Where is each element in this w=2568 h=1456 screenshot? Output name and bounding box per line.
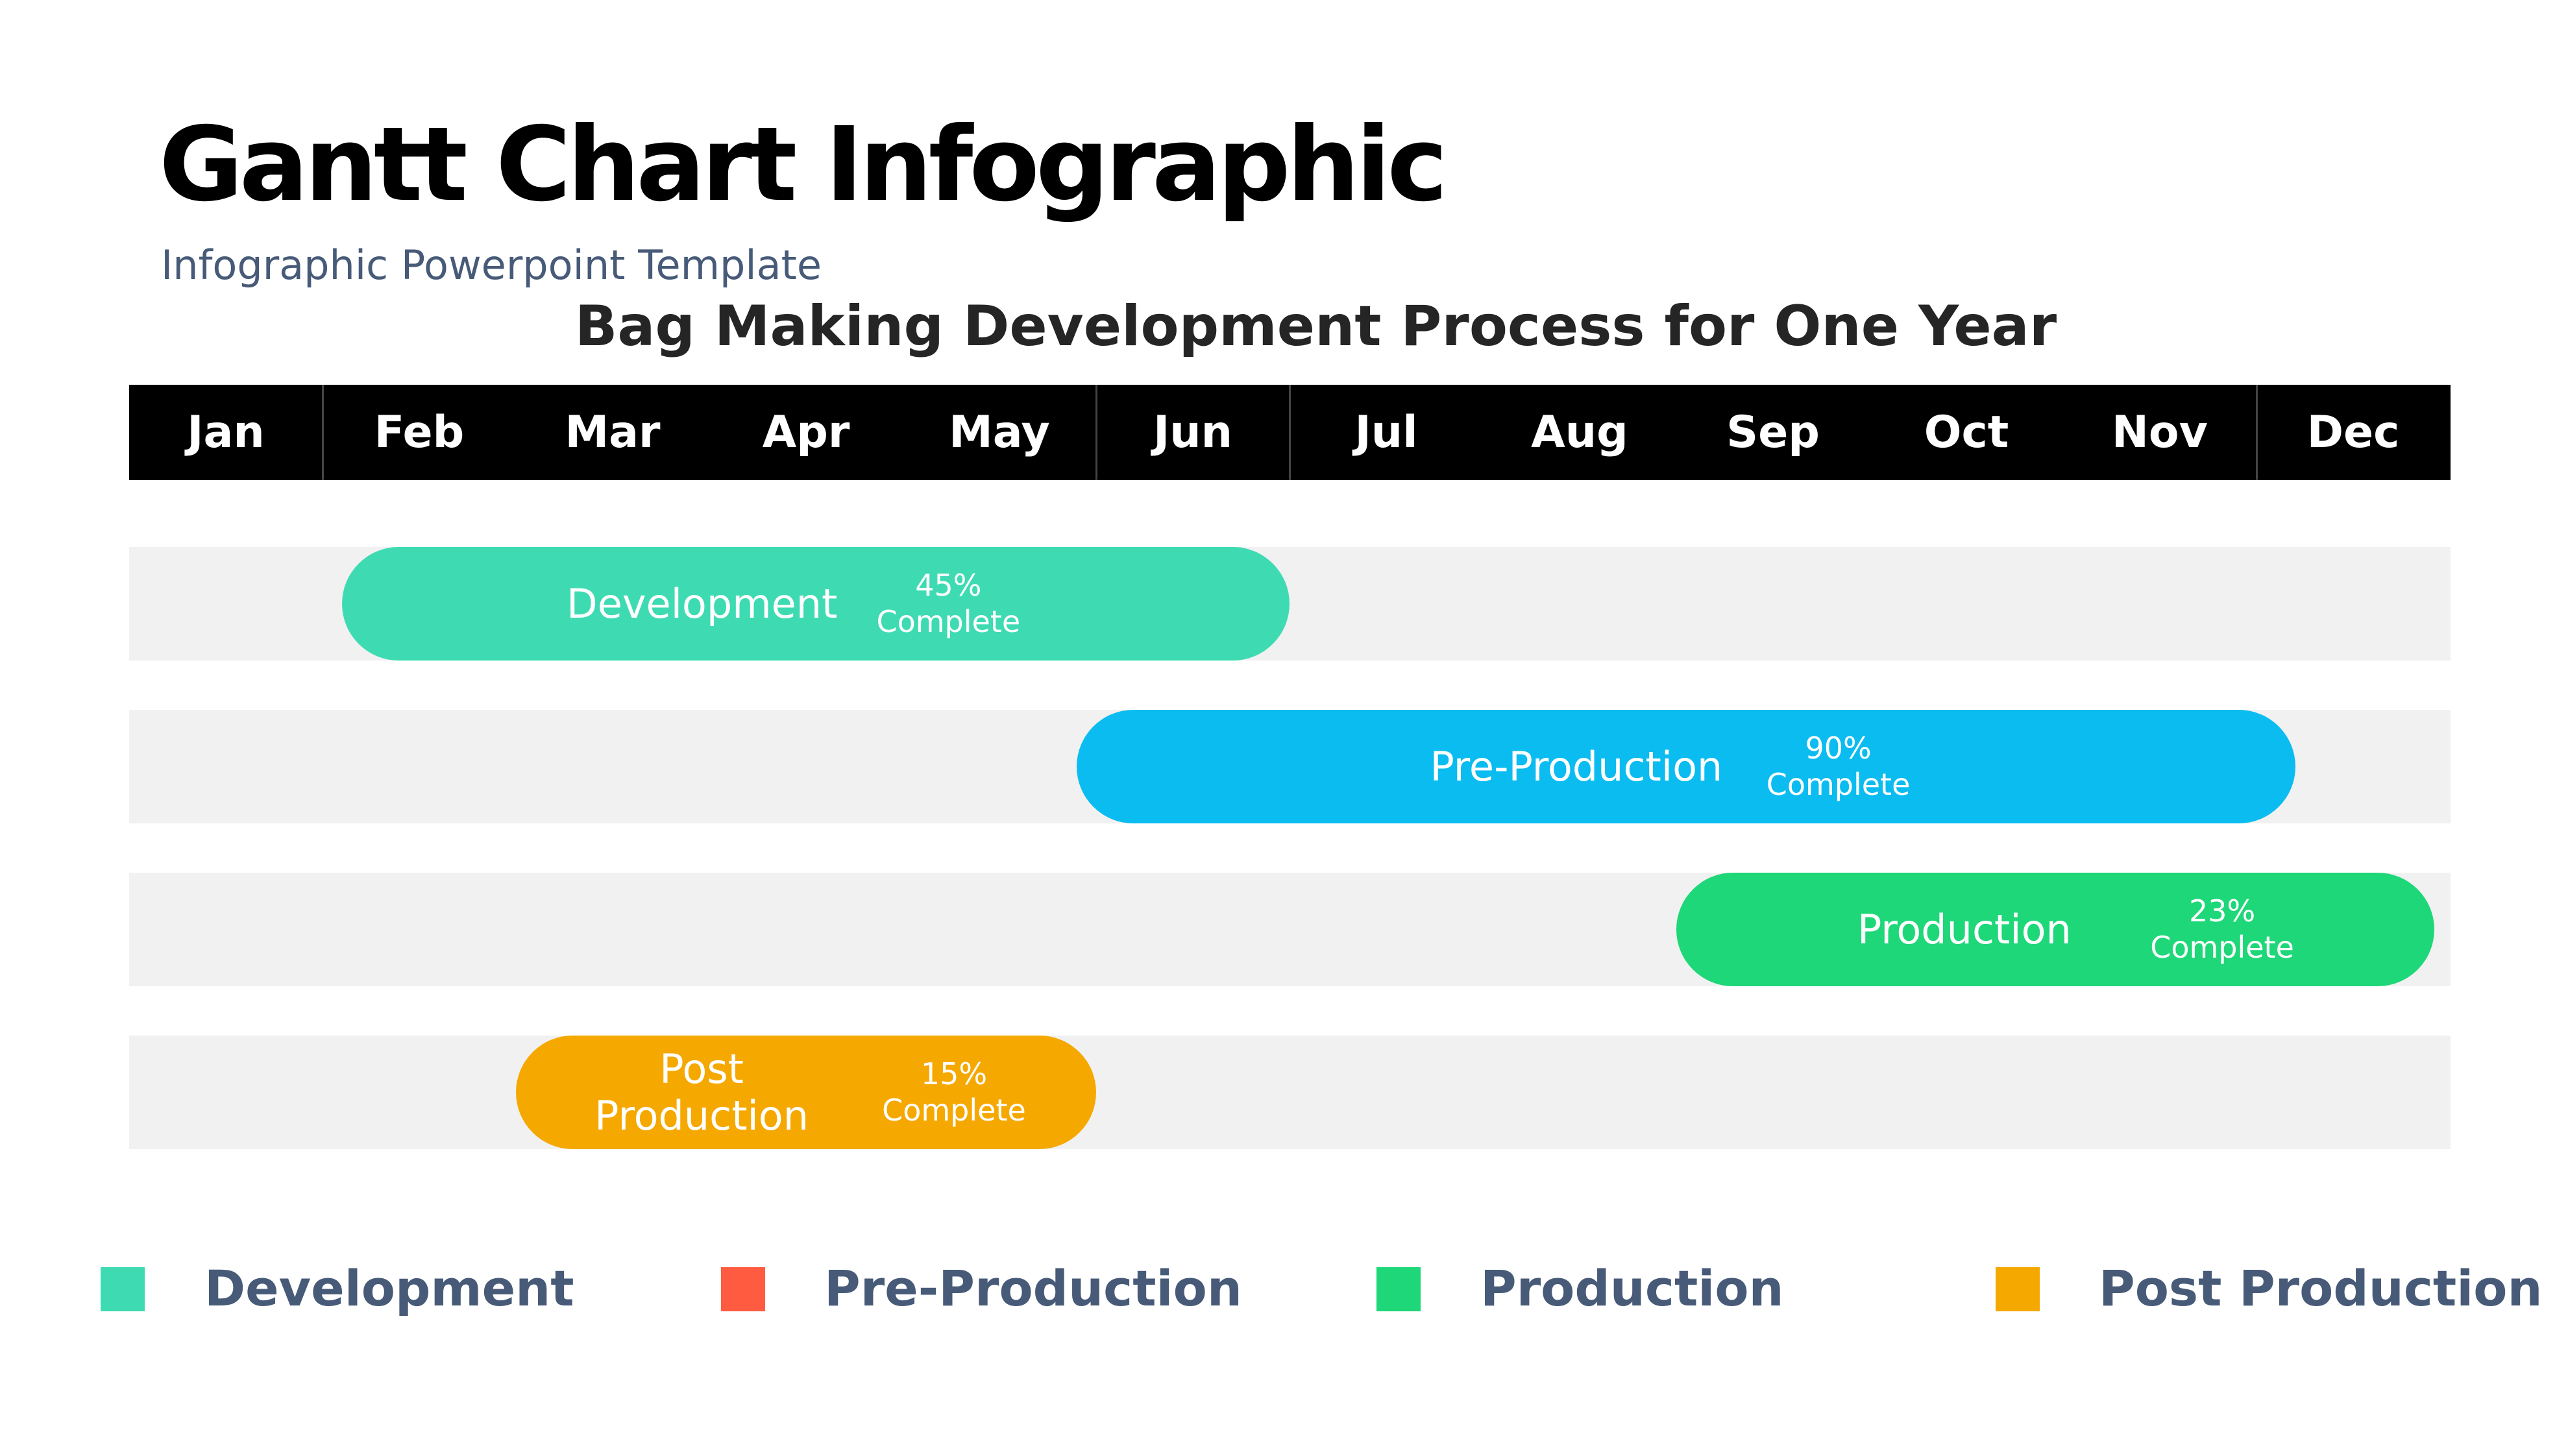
progress-percent: 15% bbox=[920, 1056, 988, 1092]
month-divider bbox=[1095, 385, 1097, 480]
progress-caption: Complete bbox=[2150, 929, 2294, 965]
gantt-bar-label: Pre-Production bbox=[1430, 742, 1723, 790]
progress-caption: Complete bbox=[876, 603, 1021, 639]
legend-label: Post Production bbox=[2099, 1259, 2543, 1317]
progress-caption: Complete bbox=[1766, 766, 1911, 802]
gantt-bar-post-production: Post Production 15% Complete bbox=[516, 1036, 1096, 1149]
month-label-jul: Jul bbox=[1354, 407, 1418, 458]
progress-caption: Complete bbox=[882, 1092, 1026, 1128]
month-header: Jan Feb Mar Apr May Jun Jul Aug Sep Oct Nov Dec bbox=[129, 385, 2451, 480]
chart-title: Bag Making Development Process for One Y… bbox=[574, 294, 2057, 359]
gantt-bar-production: Production 23% Complete bbox=[1676, 873, 2435, 986]
progress-percent: 23% bbox=[2188, 893, 2256, 929]
month-label-jun: Jun bbox=[1153, 407, 1233, 458]
month-label-nov: Nov bbox=[2112, 407, 2208, 458]
month-label-dec: Dec bbox=[2306, 407, 2400, 458]
gantt-bar-progress: 90% Complete bbox=[1722, 710, 1955, 823]
gantt-bar-development: Development 45% Complete bbox=[341, 547, 1290, 661]
month-divider bbox=[1289, 385, 1291, 480]
legend-swatch bbox=[1376, 1267, 1421, 1311]
month-label-mar: Mar bbox=[565, 407, 661, 458]
progress-percent: 90% bbox=[1805, 731, 1872, 766]
month-label-oct: Oct bbox=[1924, 407, 2009, 458]
progress-percent: 45% bbox=[915, 568, 982, 603]
gantt-bar-progress: 15% Complete bbox=[837, 1036, 1071, 1149]
legend-label: Development bbox=[204, 1259, 574, 1317]
legend-label: Pre-Production bbox=[824, 1259, 1242, 1317]
gantt-bar-label: Post Production bbox=[594, 1045, 809, 1139]
legend-swatch bbox=[721, 1267, 765, 1311]
gantt-bar-label: Development bbox=[566, 579, 838, 627]
gantt-bar-label: Production bbox=[1857, 905, 2072, 953]
month-divider bbox=[322, 385, 324, 480]
month-label-may: May bbox=[949, 407, 1050, 458]
page-subtitle: Infographic Powerpoint Template bbox=[161, 241, 822, 289]
page-title: Gantt Chart Infographic bbox=[159, 105, 1448, 224]
legend-swatch bbox=[1996, 1267, 2040, 1311]
legend-label: Production bbox=[1480, 1259, 1784, 1317]
gantt-bar-pre-production: Pre-Production 90% Complete bbox=[1077, 710, 2295, 823]
month-divider bbox=[2256, 385, 2258, 480]
month-label-sep: Sep bbox=[1726, 407, 1820, 458]
legend-swatch bbox=[101, 1267, 145, 1311]
month-label-jan: Jan bbox=[187, 407, 265, 458]
month-label-apr: Apr bbox=[762, 407, 850, 458]
gantt-row-background bbox=[129, 1036, 2451, 1149]
gantt-bar-progress: 45% Complete bbox=[831, 547, 1065, 661]
gantt-bar-progress: 23% Complete bbox=[2105, 873, 2339, 986]
month-label-feb: Feb bbox=[374, 407, 465, 458]
month-label-aug: Aug bbox=[1531, 407, 1628, 458]
